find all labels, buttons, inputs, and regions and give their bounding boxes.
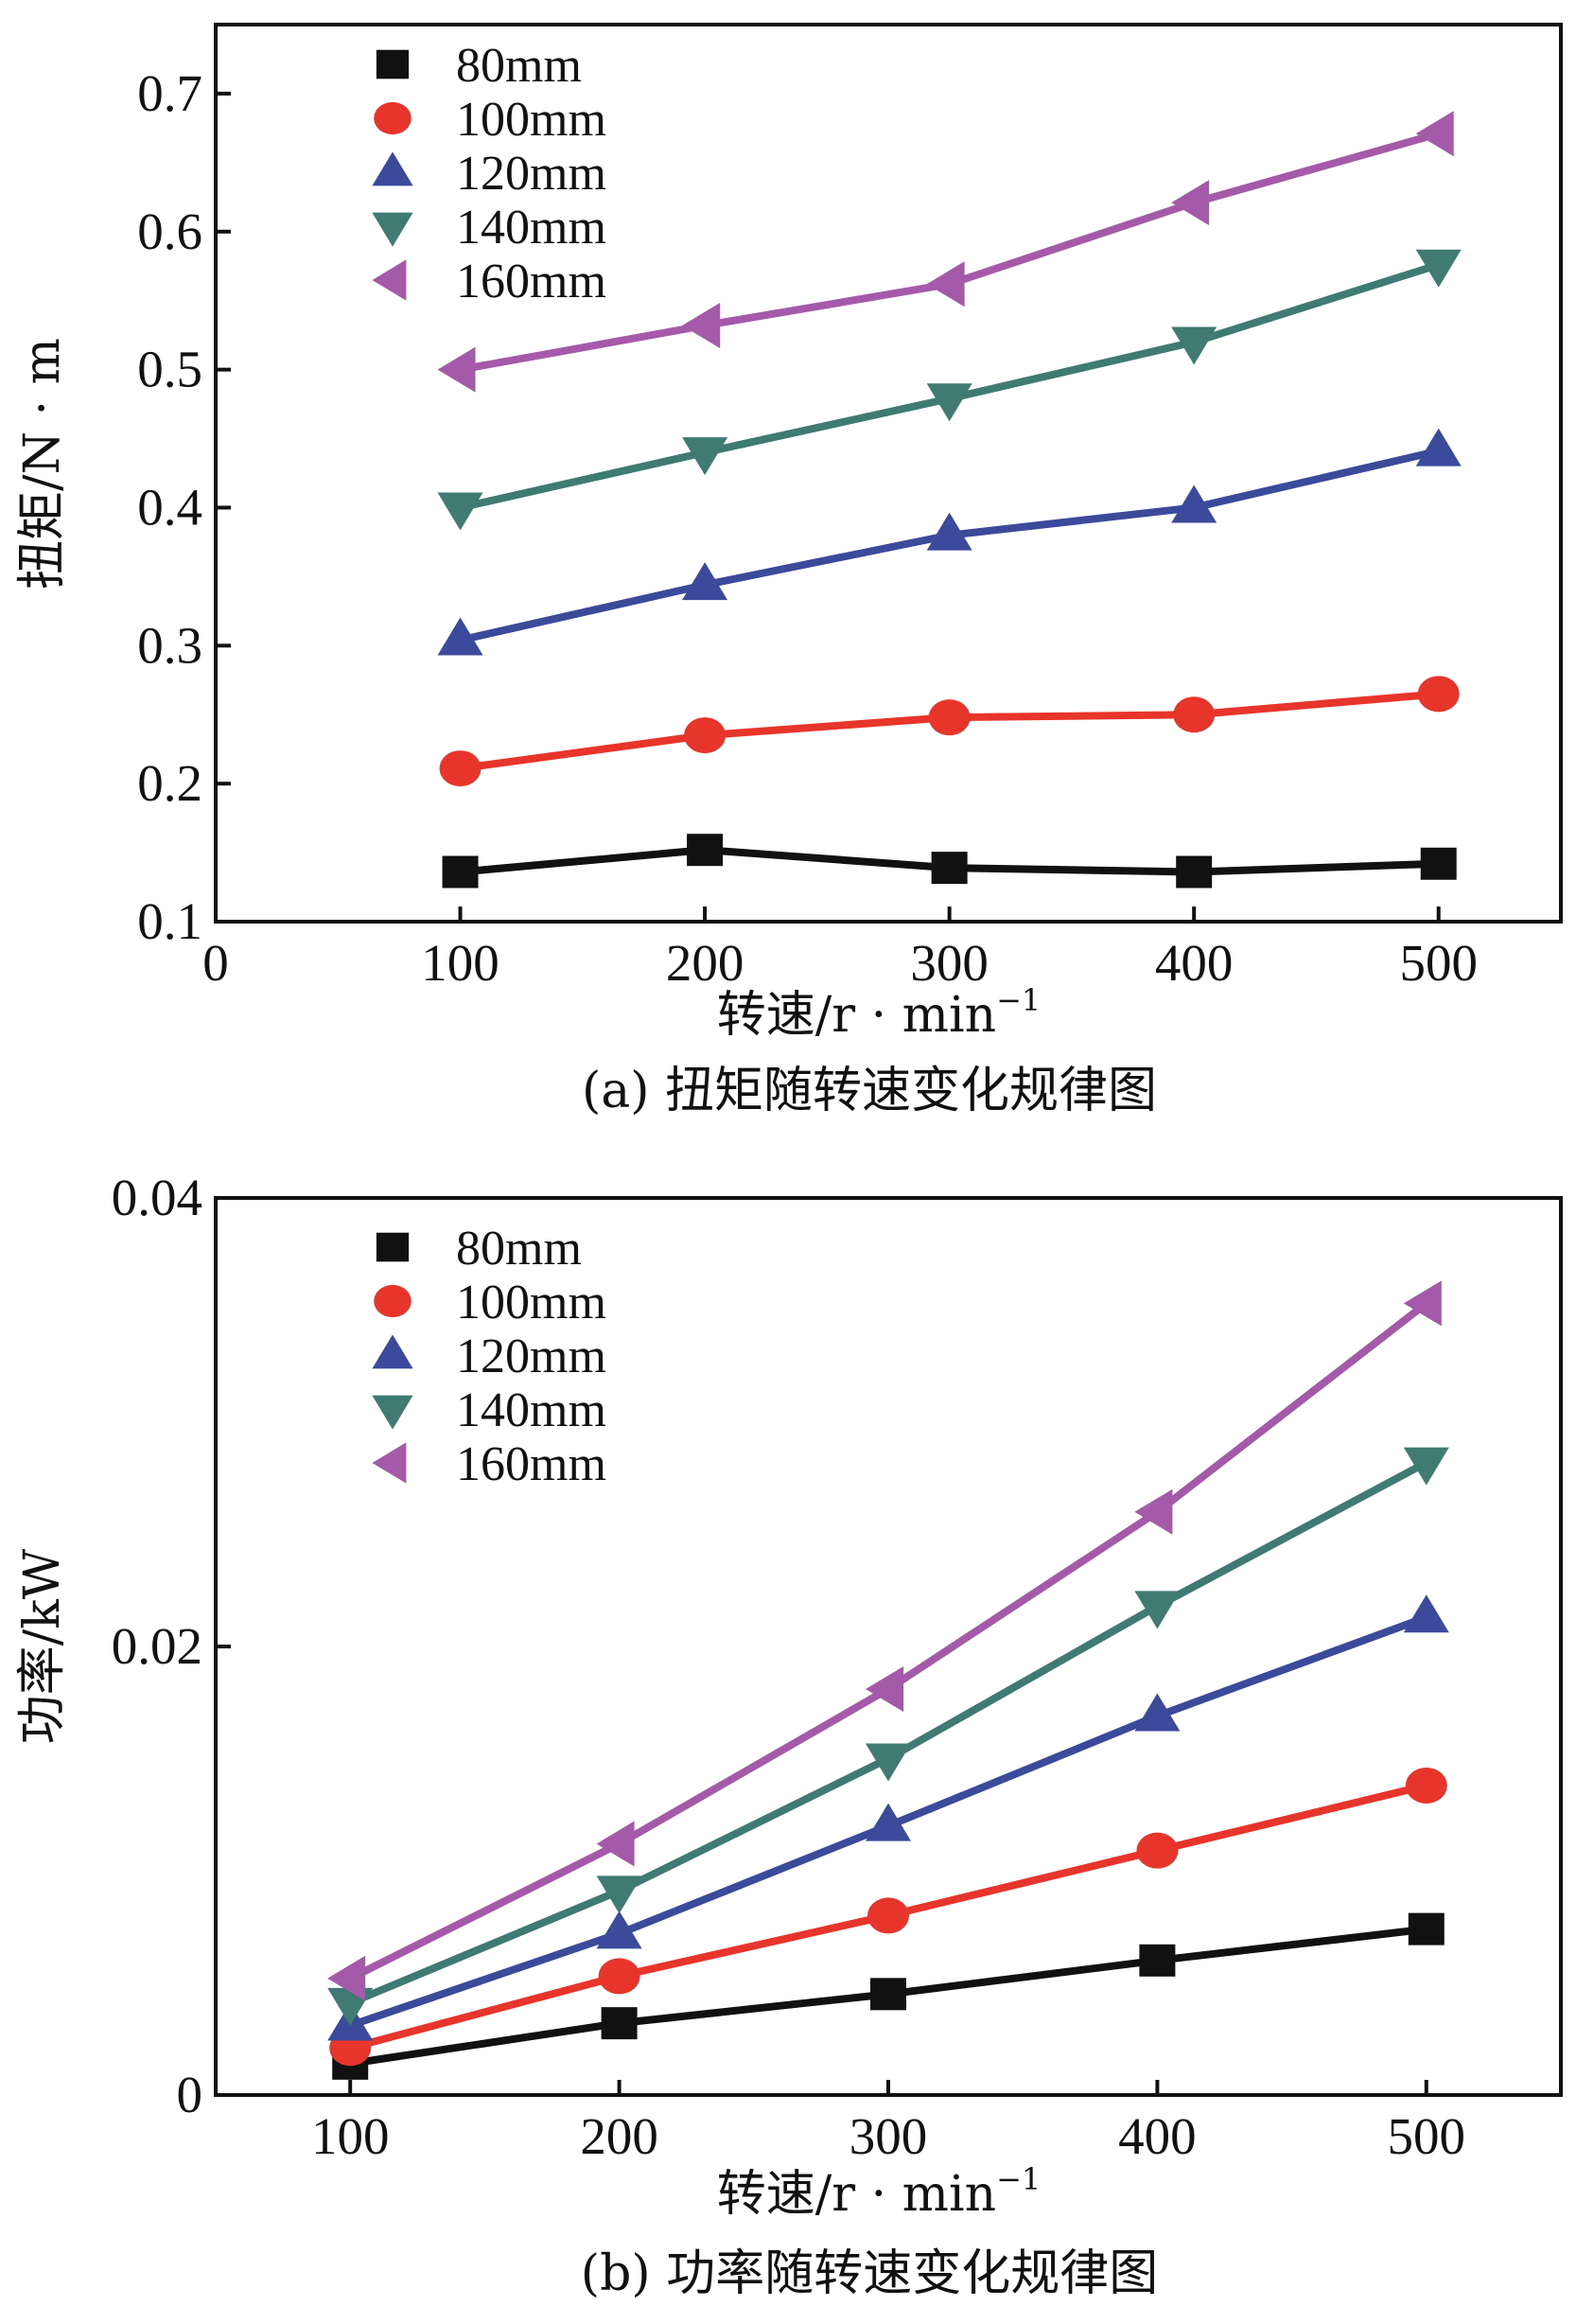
data-point-140mm	[1403, 1447, 1449, 1486]
data-point-120mm	[866, 1803, 911, 1841]
y-tick-label: 0.2	[137, 754, 202, 812]
x-tick-label: 100	[421, 934, 499, 992]
y-tick-label: 0.4	[137, 478, 202, 536]
x-tick-label: 400	[1118, 2107, 1197, 2165]
data-point-160mm	[682, 302, 721, 348]
data-point-100mm	[598, 1958, 640, 1995]
data-point-80mm	[931, 852, 968, 885]
legend-marker-80mm	[376, 1232, 410, 1262]
x-tick-label: 300	[849, 2107, 928, 2165]
data-point-100mm	[1136, 1832, 1179, 1869]
legend-label: 160mm	[456, 255, 606, 308]
data-point-140mm	[866, 1743, 911, 1782]
data-point-160mm	[1171, 180, 1210, 226]
legend-marker-100mm	[374, 101, 412, 135]
legend-label: 140mm	[456, 201, 606, 255]
data-point-120mm	[596, 1910, 642, 1949]
torque-chart: 0.1 0.2 0.3 0.4 0.5 0.6 0.7 0 100 200 300 400 500 80m…	[14, 23, 1563, 1119]
series-line-160mm	[459, 130, 1440, 374]
figure-caption: (b) 功率随转速变化规律图	[581, 2245, 1158, 2302]
plot-frame	[214, 23, 1563, 924]
data-point-80mm	[1176, 855, 1213, 889]
data-point-140mm	[926, 383, 972, 422]
data-point-160mm	[327, 1955, 366, 2001]
figure-caption: (a) 扭矩随转速变化规律图	[582, 1063, 1157, 1119]
data-point-100mm	[1417, 676, 1460, 713]
data-point-160mm	[866, 1666, 903, 1713]
legend-label: 100mm	[456, 93, 606, 147]
legend-marker-140mm	[372, 212, 413, 247]
y-tick-label: 0.7	[137, 64, 202, 122]
y-tick-label: 0	[177, 2066, 203, 2123]
x-tick-label: 500	[1388, 2107, 1466, 2165]
data-point-160mm	[1134, 1488, 1173, 1535]
legend-label: 120mm	[456, 1329, 606, 1383]
data-point-100mm	[439, 750, 482, 787]
data-point-120mm	[1403, 1594, 1449, 1633]
y-tick-label: 0.6	[137, 202, 202, 260]
data-point-120mm	[1134, 1693, 1181, 1732]
data-point-120mm	[926, 512, 972, 551]
legend-marker-80mm	[376, 49, 410, 79]
legend-label: 80mm	[456, 39, 582, 93]
y-tick-label: 0.02	[112, 1617, 202, 1675]
data-point-160mm	[926, 261, 965, 308]
x-tick-label: 200	[580, 2107, 658, 2165]
legend-label: 100mm	[456, 1276, 606, 1329]
legend-marker-120mm	[372, 1334, 413, 1369]
data-point-80mm	[870, 1978, 906, 2011]
power-chart: 0 0.02 0.04 100 200 300 400 500 80mm100mm120mm14…	[14, 1169, 1563, 2302]
data-point-140mm	[682, 437, 728, 476]
data-point-140mm	[1171, 326, 1217, 365]
y-tick-label: 0.5	[137, 341, 202, 398]
y-tick-label: 0.3	[137, 616, 202, 674]
legend-label: 160mm	[456, 1437, 606, 1491]
x-tick-label: 400	[1155, 934, 1234, 992]
y-tick-label: 0.1	[137, 892, 202, 950]
legend-marker-160mm	[372, 1442, 407, 1484]
data-point-140mm	[1415, 249, 1462, 288]
data-point-80mm	[1420, 847, 1457, 880]
plot-frame	[214, 1196, 1563, 2097]
data-point-100mm	[1405, 1767, 1447, 1804]
data-point-100mm	[1173, 696, 1216, 733]
legend-marker-160mm	[372, 259, 407, 301]
x-tick-label: 300	[910, 934, 989, 992]
x-tick-label: 500	[1399, 934, 1478, 992]
data-point-140mm	[437, 492, 483, 531]
data-point-120mm	[1171, 484, 1217, 523]
x-tick-label: 100	[311, 2107, 390, 2165]
legend-marker-140mm	[372, 1395, 413, 1430]
legend-label: 80mm	[456, 1222, 582, 1276]
y-tick-label: 0.04	[112, 1169, 202, 1226]
data-point-80mm	[601, 2007, 638, 2040]
y-axis-title: 功率/kW	[14, 1548, 71, 1744]
data-point-80mm	[442, 855, 479, 889]
data-point-120mm	[437, 617, 483, 656]
data-point-80mm	[1408, 1912, 1445, 1945]
data-point-120mm	[1415, 428, 1462, 467]
x-tick-label: 0	[202, 934, 229, 992]
legend-label: 140mm	[456, 1383, 606, 1437]
data-point-160mm	[596, 1821, 635, 1867]
data-point-100mm	[684, 717, 727, 754]
x-axis-title: 转速/r · min−1	[717, 982, 1042, 1044]
legend-label: 120mm	[456, 147, 606, 201]
data-point-80mm	[1139, 1944, 1176, 1977]
x-axis-title: 转速/r · min−1	[717, 2161, 1042, 2223]
data-point-140mm	[596, 1875, 642, 1914]
data-point-100mm	[867, 1897, 909, 1934]
data-point-140mm	[1134, 1591, 1181, 1629]
data-point-160mm	[1415, 111, 1454, 157]
data-point-120mm	[682, 562, 728, 601]
data-point-160mm	[437, 346, 476, 393]
legend-marker-120mm	[372, 151, 413, 186]
legend-marker-100mm	[374, 1284, 412, 1318]
data-point-80mm	[687, 834, 724, 867]
x-tick-label: 200	[666, 934, 744, 992]
data-point-100mm	[928, 699, 971, 736]
data-point-160mm	[1403, 1280, 1442, 1327]
y-axis-title: 扭矩/N · m	[14, 338, 71, 590]
